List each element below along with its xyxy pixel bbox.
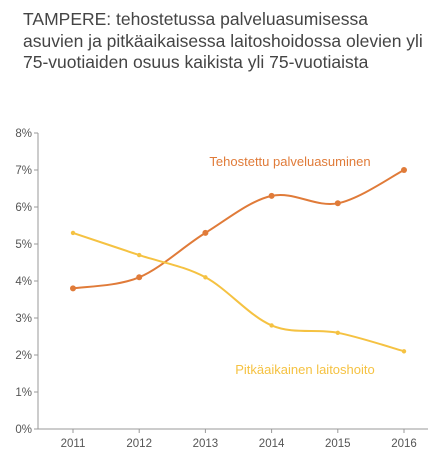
series-label-2: Pitkäaikainen laitoshoito bbox=[235, 362, 374, 377]
y-tick-label: 4% bbox=[15, 276, 32, 288]
data-point bbox=[401, 167, 407, 173]
data-point bbox=[269, 323, 274, 328]
x-tick-label: 2015 bbox=[325, 438, 351, 450]
data-point bbox=[334, 200, 341, 207]
data-point bbox=[268, 192, 275, 199]
y-tick-label: 6% bbox=[15, 202, 32, 214]
chart-title: TAMPERE: tehostetussa palveluasumisessa … bbox=[23, 9, 423, 72]
y-tick-label: 7% bbox=[15, 165, 32, 177]
y-tick-label: 1% bbox=[15, 387, 32, 399]
y-tick-label: 5% bbox=[15, 239, 32, 251]
data-point bbox=[335, 330, 340, 335]
y-tick-label: 2% bbox=[15, 350, 32, 362]
x-tick-label: 2013 bbox=[193, 438, 219, 450]
x-tick-label: 2011 bbox=[61, 438, 86, 450]
data-point bbox=[203, 275, 208, 280]
data-point bbox=[136, 274, 143, 281]
series-label-1: Tehostettu palveluasuminen bbox=[209, 154, 370, 169]
y-tick-label: 0% bbox=[15, 424, 32, 436]
y-tick-label: 8% bbox=[15, 128, 32, 140]
data-point bbox=[401, 349, 407, 354]
y-tick-label: 3% bbox=[15, 313, 32, 325]
data-point bbox=[137, 252, 142, 258]
series-line-2 bbox=[72, 231, 405, 353]
x-tick-label: 2016 bbox=[391, 438, 417, 450]
data-point bbox=[202, 229, 209, 236]
data-point bbox=[70, 285, 76, 292]
series-line-1 bbox=[72, 169, 405, 290]
x-tick-label: 2012 bbox=[126, 438, 152, 450]
x-tick-label: 2014 bbox=[259, 438, 285, 450]
data-point bbox=[70, 230, 76, 236]
